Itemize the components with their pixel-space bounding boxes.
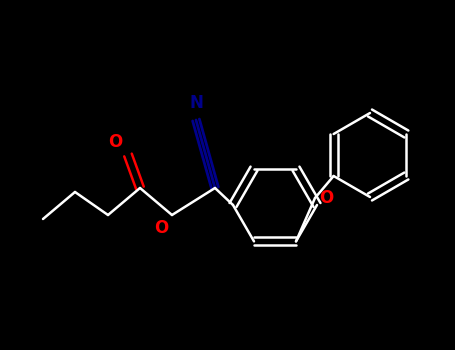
Text: O: O [154, 219, 168, 237]
Text: O: O [319, 189, 333, 207]
Text: O: O [108, 133, 122, 151]
Text: N: N [189, 94, 203, 112]
